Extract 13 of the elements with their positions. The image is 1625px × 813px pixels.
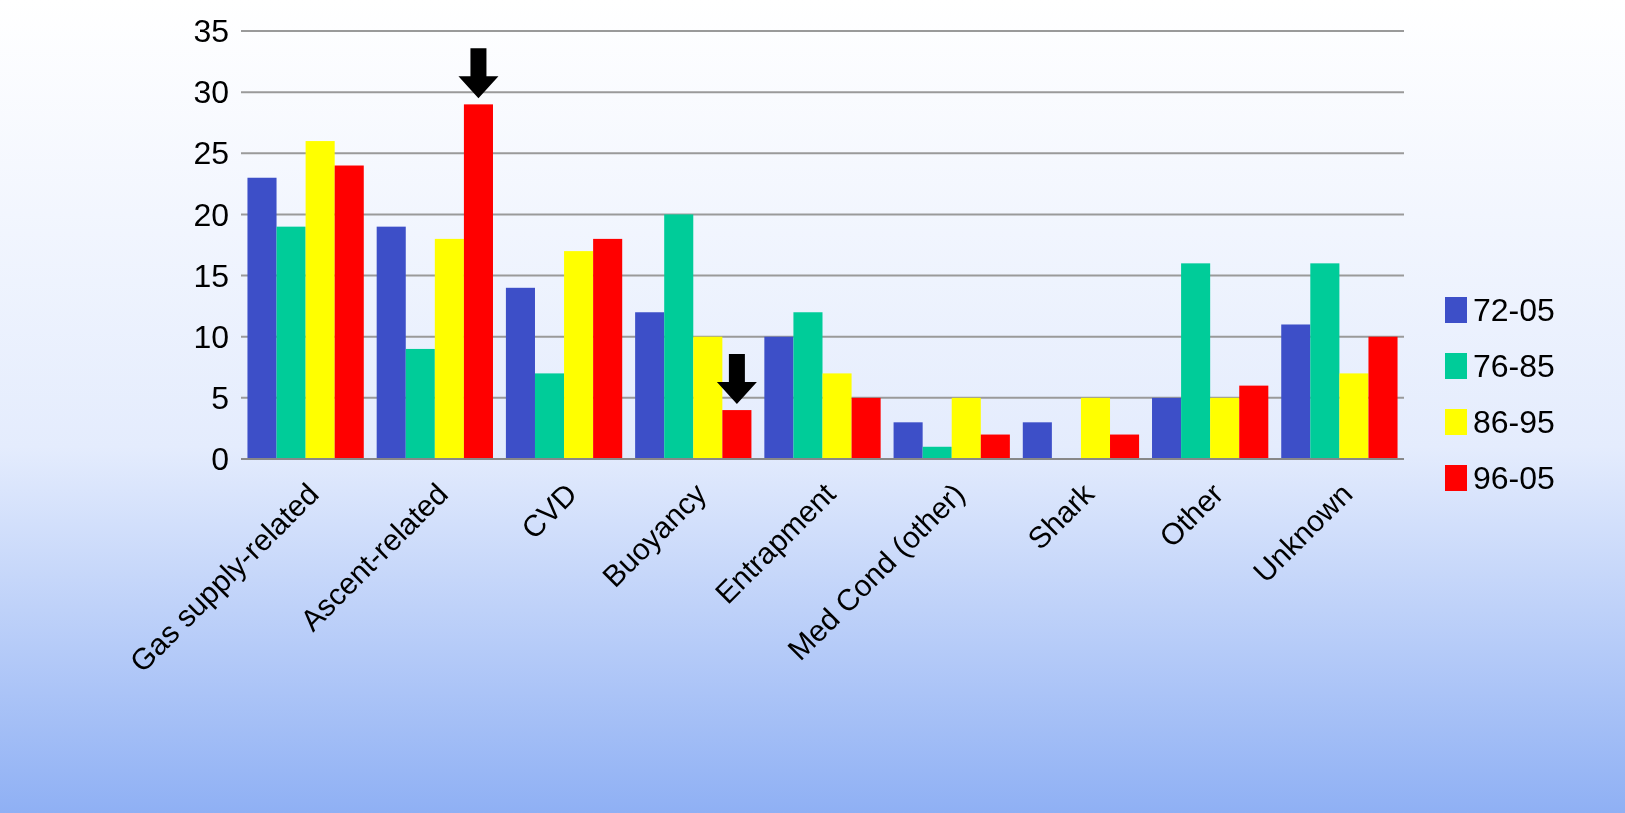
legend-label: 76-85 [1473, 348, 1555, 385]
y-tick-label: 20 [193, 196, 229, 233]
x-tick-label: CVD [515, 476, 584, 545]
legend-label: 72-05 [1473, 292, 1555, 329]
y-tick-label: 10 [193, 318, 229, 355]
legend-label: 86-95 [1473, 404, 1555, 441]
y-tick-label: 25 [193, 135, 229, 172]
y-tick-label: 5 [211, 380, 229, 417]
legend-label: 96-05 [1473, 460, 1555, 497]
y-tick-label: 35 [193, 13, 229, 50]
y-tick-label: 15 [193, 257, 229, 294]
y-tick-label: 30 [193, 74, 229, 111]
y-tick-label: 0 [211, 441, 229, 478]
